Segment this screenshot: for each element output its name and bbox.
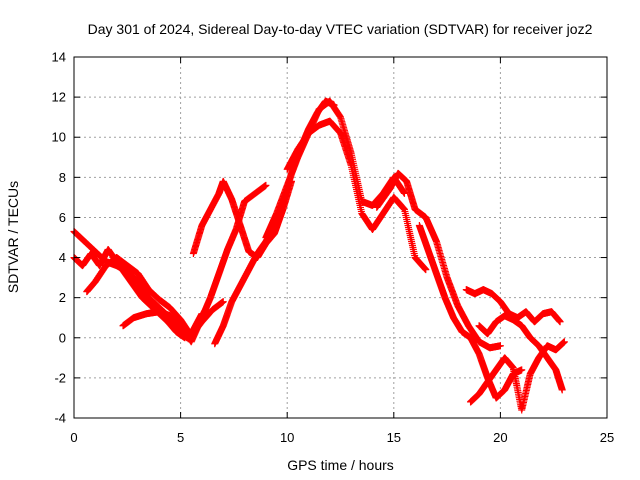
series-track-11 xyxy=(462,286,564,326)
data-points xyxy=(70,97,568,414)
y-tick-label: 8 xyxy=(59,170,66,185)
data-point xyxy=(558,386,566,394)
x-tick-label: 15 xyxy=(387,430,401,445)
series-track-4 xyxy=(119,181,270,346)
series-track-3 xyxy=(83,254,227,340)
axis-ticks: 0 5 10 15 20 25 -4 -2 0 2 4 6 8 10 12 14 xyxy=(52,50,615,446)
y-tick-label: 6 xyxy=(59,210,66,225)
x-axis-title: GPS time / hours xyxy=(287,457,394,473)
grid xyxy=(74,57,607,418)
chart-title: Day 301 of 2024, Sidereal Day-to-day VTE… xyxy=(88,21,593,37)
y-tick-label: 2 xyxy=(59,290,66,305)
data-point xyxy=(262,181,270,189)
data-point xyxy=(560,338,568,346)
y-tick-label: -2 xyxy=(54,370,66,385)
y-tick-label: -4 xyxy=(54,411,66,426)
y-tick-label: 12 xyxy=(52,90,66,105)
data-point xyxy=(518,366,526,374)
y-tick-label: 4 xyxy=(59,250,66,265)
y-tick-label: 10 xyxy=(52,130,66,145)
data-point xyxy=(496,342,504,350)
plot-frame xyxy=(73,56,608,419)
data-point xyxy=(219,298,227,306)
y-tick-label: 0 xyxy=(59,330,66,345)
series-track-12 xyxy=(467,338,568,414)
x-tick-label: 0 xyxy=(70,430,77,445)
series-track-8 xyxy=(283,117,430,274)
x-tick-label: 5 xyxy=(177,430,184,445)
x-tick-label: 20 xyxy=(493,430,507,445)
x-tick-label: 25 xyxy=(600,430,614,445)
data-point xyxy=(422,266,430,274)
series-track-13 xyxy=(475,312,566,394)
y-tick-label: 14 xyxy=(52,50,66,65)
y-axis-title: SDTVAR / TECUs xyxy=(5,181,21,293)
x-tick-label: 10 xyxy=(280,430,294,445)
data-point xyxy=(556,318,564,326)
series-track-9 xyxy=(373,169,504,352)
